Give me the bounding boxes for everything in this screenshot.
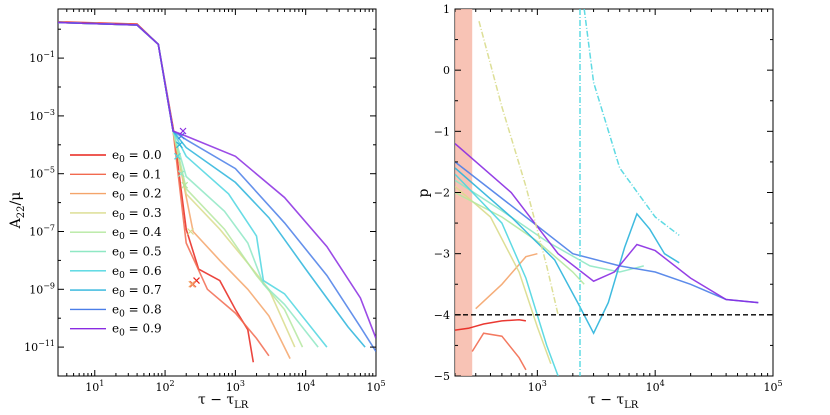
legend: e0 = 0.0 e0 = 0.1 e0 = 0.2 e0 = 0.3 e0 = 0.4… [70, 148, 162, 339]
right-y-axis-label: p [416, 188, 432, 197]
right-ytick-label-4: −3 [434, 248, 450, 261]
right-shaded-band [455, 9, 473, 376]
left-series-marker-3-0 [187, 228, 194, 235]
left-series-marker-2-0 [188, 280, 196, 288]
legend-label-0: e0 = 0.0 [112, 148, 162, 165]
right-ytick-label-1: 0 [443, 64, 450, 77]
left-ytick-label-0: 10−1 [29, 50, 55, 65]
left-ytick-label-5: 10−11 [24, 339, 55, 354]
right-ytick-label-6: −5 [434, 370, 450, 383]
left-xtick-label-1: 102 [156, 379, 175, 394]
left-ytick-label-2: 10−5 [29, 166, 55, 181]
left-y-axis-label: A22/μ [8, 192, 27, 230]
left-series-group [58, 21, 376, 363]
left-series-line-6 [58, 21, 328, 348]
legend-label-6: e0 = 0.6 [112, 264, 162, 281]
right-series-line-5 [455, 179, 644, 273]
right-ytick-label-0: 1 [443, 3, 450, 16]
left-series-line-5 [58, 21, 319, 348]
left-ytick-label-1: 10−3 [29, 108, 55, 123]
left-series-marker-7-0 [175, 141, 183, 149]
left-plot-frame [57, 8, 377, 377]
right-xtick-label-0: 103 [528, 379, 547, 394]
right-series-line-0 [455, 318, 527, 331]
left-x-axis-label: τ − τLR [198, 392, 249, 411]
right-series-line-2 [475, 252, 538, 310]
right-series-line-11 [583, 9, 680, 236]
right-series-line-8 [455, 161, 759, 304]
legend-label-5: e0 = 0.5 [112, 245, 162, 262]
right-ytick-label-2: −1 [434, 125, 450, 138]
left-ticks-group: 101 102 103 104 105 10−1 10−3 10−5 10−7 10−9 10−11 [24, 9, 386, 394]
right-series-line-9 [455, 143, 759, 304]
right-xtick-label-2: 105 [763, 379, 782, 394]
left-xtick-label-3: 104 [296, 379, 315, 394]
left-series-line-3 [58, 21, 296, 348]
left-series-line-7 [58, 21, 366, 348]
right-series-line-1 [471, 332, 527, 371]
left-series-line-9 [58, 21, 376, 339]
right-series-line-3 [455, 185, 552, 365]
right-chart: 103 104 105 1 0 −1 −2 −3 −4 −5 τ − τLR p [416, 3, 783, 411]
left-series-marker-1-0 [189, 280, 197, 288]
right-series-group [455, 9, 773, 376]
left-series-line-8 [58, 21, 376, 353]
legend-label-8: e0 = 0.8 [112, 302, 162, 319]
legend-label-4: e0 = 0.4 [112, 225, 162, 242]
legend-label-9: e0 = 0.9 [112, 322, 162, 339]
legend-label-1: e0 = 0.1 [112, 167, 162, 184]
left-xtick-label-4: 105 [366, 379, 385, 394]
right-series-line-4 [455, 191, 585, 285]
legend-label-7: e0 = 0.7 [112, 283, 162, 300]
left-ytick-label-3: 10−7 [29, 224, 55, 239]
right-series-line-6 [455, 173, 559, 376]
right-x-axis-label: τ − τLR [588, 392, 639, 411]
right-series-line-12 [478, 21, 559, 315]
left-xtick-label-2: 103 [226, 379, 245, 394]
right-ytick-label-5: −4 [434, 309, 450, 322]
legend-label-3: e0 = 0.3 [112, 206, 162, 223]
right-xtick-label-1: 104 [646, 379, 665, 394]
right-ytick-label-3: −2 [434, 187, 450, 200]
left-series-marker-5-0 [177, 170, 185, 178]
right-ticks-group: 103 104 105 1 0 −1 −2 −3 −4 −5 [434, 3, 783, 394]
left-series-marker-6-0 [174, 152, 181, 160]
left-chart: 101 102 103 104 105 10−1 10−3 10−5 10−7 10−9 10−11… [8, 8, 386, 411]
left-xtick-label-0: 101 [85, 379, 104, 394]
left-series-marker-9-0 [179, 127, 187, 135]
legend-label-2: e0 = 0.2 [112, 187, 162, 204]
right-series-line-7 [455, 167, 680, 335]
left-series-marker-4-0 [181, 181, 189, 189]
left-ytick-label-4: 10−9 [29, 281, 55, 296]
